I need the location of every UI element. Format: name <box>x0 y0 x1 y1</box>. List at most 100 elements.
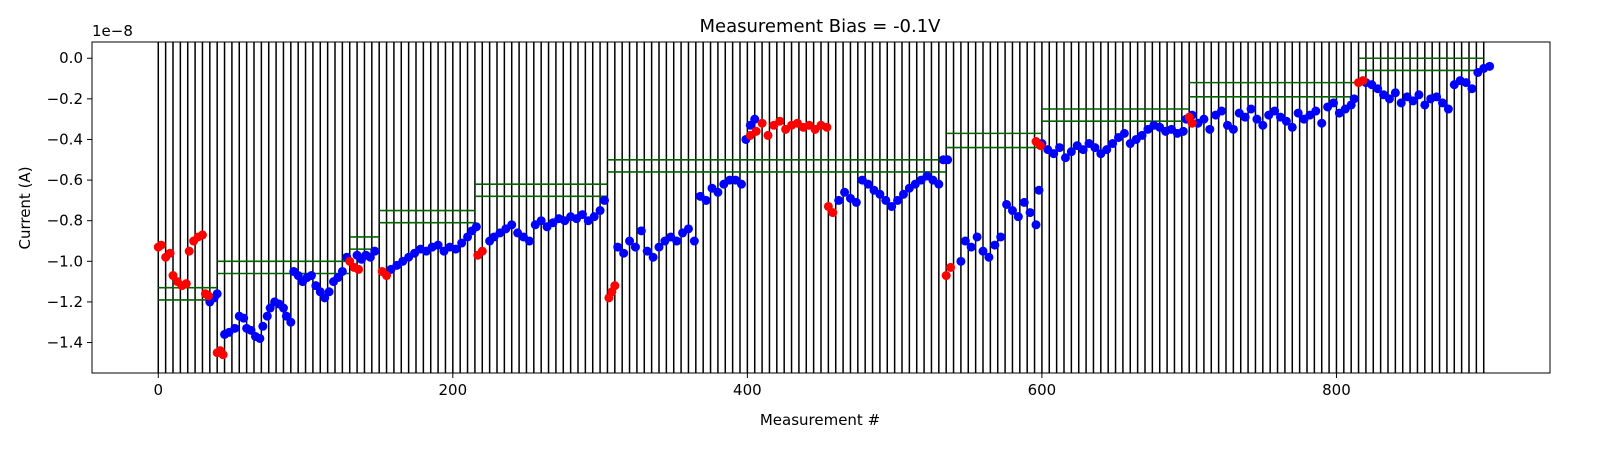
point-s0-133 <box>1031 220 1041 230</box>
y-tick-label-3: −0.6 <box>47 171 83 189</box>
point-s1-11 <box>197 230 207 240</box>
point-s0-144 <box>1090 143 1100 153</box>
point-s0-17 <box>278 303 288 313</box>
point-s0-74 <box>600 195 610 205</box>
point-s0-107 <box>875 189 885 199</box>
point-s0-70 <box>577 210 587 220</box>
point-s0-168 <box>1228 124 1238 134</box>
point-s0-129 <box>1007 206 1017 216</box>
point-s0-50 <box>457 238 467 248</box>
point-s0-208 <box>1467 84 1477 94</box>
point-s0-61 <box>524 236 534 246</box>
point-s0-189 <box>1349 94 1359 104</box>
point-s0-76 <box>619 248 629 258</box>
y-tick-label-5: −1.0 <box>47 252 83 270</box>
point-s0-211 <box>1485 61 1495 71</box>
point-s0-87 <box>683 224 693 234</box>
y-tick-label-0: 0.0 <box>59 49 83 67</box>
point-s1-13 <box>203 291 213 301</box>
point-s0-78 <box>630 242 640 252</box>
point-s0-124 <box>978 246 988 256</box>
point-s0-103 <box>851 197 861 207</box>
point-s0-110 <box>893 195 903 205</box>
point-s0-126 <box>990 240 1000 250</box>
point-s0-131 <box>1019 197 1029 207</box>
point-s0-73 <box>595 206 605 216</box>
point-s1-46 <box>1035 141 1045 151</box>
point-s1-43 <box>941 271 951 281</box>
point-s0-178 <box>1287 122 1297 132</box>
point-s1-28 <box>751 126 761 136</box>
point-s0-146 <box>1102 145 1112 155</box>
point-s0-117 <box>934 179 944 189</box>
point-s0-85 <box>672 236 682 246</box>
x-tick-label-4: 800 <box>1322 381 1351 399</box>
point-s1-23 <box>477 246 487 256</box>
point-s0-171 <box>1246 104 1256 114</box>
point-s0-53 <box>471 222 481 232</box>
point-s0-139 <box>1060 153 1070 163</box>
y-tick-label-1: −0.2 <box>47 90 83 108</box>
point-s0-202 <box>1432 92 1442 102</box>
point-s1-29 <box>757 118 767 128</box>
point-s0-138 <box>1055 143 1065 153</box>
scatter-points <box>153 61 1495 360</box>
point-s0-24 <box>306 271 316 281</box>
point-s0-88 <box>689 236 699 246</box>
point-s1-1 <box>156 240 166 250</box>
point-s0-149 <box>1119 128 1129 138</box>
y-tick-label-2: −0.4 <box>47 130 83 148</box>
point-s0-166 <box>1217 106 1227 116</box>
vertical-lines <box>157 42 1485 373</box>
point-s0-163 <box>1199 114 1209 124</box>
point-s0-196 <box>1396 98 1406 108</box>
point-s0-142 <box>1078 145 1088 155</box>
x-axis-label: Measurement # <box>760 411 880 429</box>
point-s1-21 <box>382 271 392 281</box>
y-scale-exponent: 1e−8 <box>92 22 133 40</box>
y-tick-label-7: −1.4 <box>47 334 83 352</box>
point-s0-11 <box>255 333 265 343</box>
point-s0-99 <box>750 114 760 124</box>
point-s0-111 <box>898 189 908 199</box>
point-s0-200 <box>1420 100 1430 110</box>
x-tick-label-3: 600 <box>1028 381 1057 399</box>
point-s0-147 <box>1108 139 1118 149</box>
point-s0-12 <box>258 321 268 331</box>
point-s1-30 <box>763 130 773 140</box>
point-s0-121 <box>960 236 970 246</box>
point-s0-2 <box>212 289 222 299</box>
point-s0-185 <box>1329 98 1339 108</box>
point-s0-123 <box>972 232 982 242</box>
point-s0-127 <box>996 232 1006 242</box>
point-s0-207 <box>1461 78 1471 88</box>
point-s0-5 <box>230 323 240 333</box>
point-s0-182 <box>1311 106 1321 116</box>
point-s1-3 <box>165 248 175 258</box>
point-s0-119 <box>943 155 953 165</box>
x-tick-label-1: 200 <box>438 381 467 399</box>
point-s1-40 <box>822 122 832 132</box>
point-s0-203 <box>1437 98 1447 108</box>
x-tick-label-2: 400 <box>733 381 762 399</box>
point-s1-32 <box>775 116 785 126</box>
point-s0-172 <box>1252 114 1262 124</box>
point-s0-96 <box>736 179 746 189</box>
plot-frame <box>91 41 1551 374</box>
point-s1-16 <box>218 350 228 360</box>
point-s0-90 <box>701 195 711 205</box>
x-axis-ticks: 0 200 400 600 800 <box>153 373 1351 399</box>
chart-title: Measurement Bias = -0.1V <box>699 16 941 37</box>
point-s0-173 <box>1258 120 1268 130</box>
x-tick-label-0: 0 <box>153 381 163 399</box>
point-s0-105 <box>863 179 873 189</box>
point-s0-130 <box>1013 212 1023 222</box>
point-s0-125 <box>984 252 994 262</box>
point-s0-100 <box>834 195 844 205</box>
y-axis-label: Current (A) <box>16 166 34 249</box>
point-s0-175 <box>1270 106 1280 116</box>
point-s1-7 <box>181 279 191 289</box>
point-s0-19 <box>286 317 296 327</box>
point-s0-109 <box>887 201 897 211</box>
point-s1-42 <box>828 208 838 218</box>
